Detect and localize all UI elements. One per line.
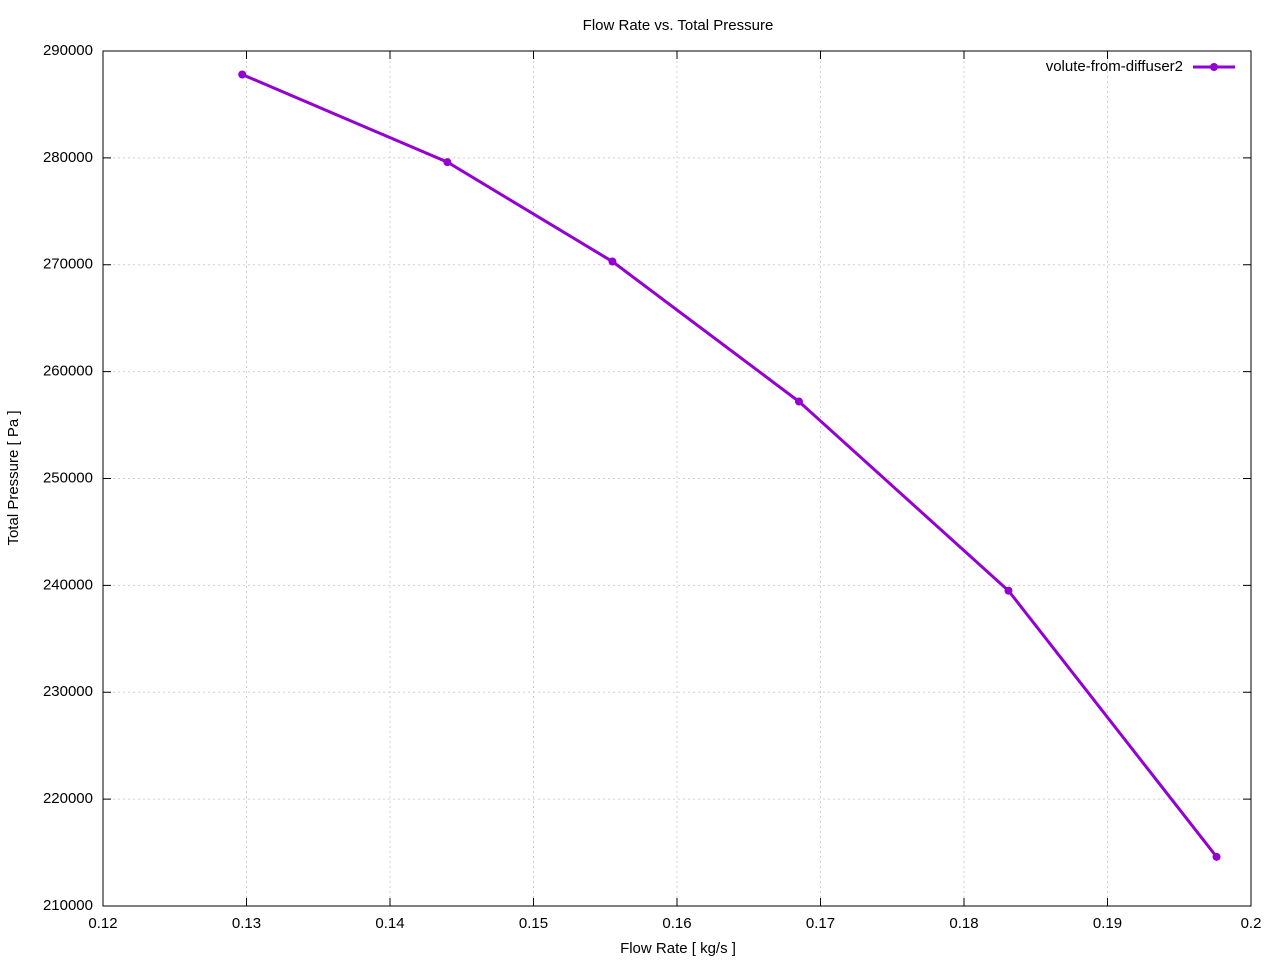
y-tick-label: 290000 <box>43 42 93 59</box>
chart-title: Flow Rate vs. Total Pressure <box>583 17 774 34</box>
data-point <box>238 70 247 79</box>
x-tick-label: 0.16 <box>662 915 691 932</box>
x-tick-label: 0.15 <box>519 915 548 932</box>
x-axis-label: Flow Rate [ kg/s ] <box>620 940 736 957</box>
x-tick-label: 0.2 <box>1241 915 1262 932</box>
legend-marker <box>1210 63 1218 71</box>
x-tick-label: 0.13 <box>232 915 261 932</box>
y-tick-label: 210000 <box>43 897 93 914</box>
y-tick-label: 230000 <box>43 683 93 700</box>
x-tick-label: 0.17 <box>806 915 835 932</box>
plot-border <box>102 50 1252 907</box>
y-tick-label: 260000 <box>43 363 93 380</box>
y-tick-label: 280000 <box>43 149 93 166</box>
data-point <box>443 158 452 167</box>
data-point <box>1004 586 1013 595</box>
x-tick-label: 0.18 <box>949 915 978 932</box>
series-line <box>241 73 1218 858</box>
y-tick-label: 240000 <box>43 576 93 593</box>
data-point <box>1212 852 1221 861</box>
data-point <box>794 397 803 406</box>
x-tick-label: 0.19 <box>1093 915 1122 932</box>
x-tick-label: 0.12 <box>88 915 117 932</box>
y-tick-label: 220000 <box>43 790 93 807</box>
data-point <box>608 257 617 266</box>
y-tick-label: 250000 <box>43 469 93 486</box>
legend-label: volute-from-diffuser2 <box>1046 58 1183 75</box>
x-tick-label: 0.14 <box>375 915 404 932</box>
y-axis-label: Total Pressure [ Pa ] <box>5 410 22 545</box>
y-tick-label: 270000 <box>43 256 93 273</box>
